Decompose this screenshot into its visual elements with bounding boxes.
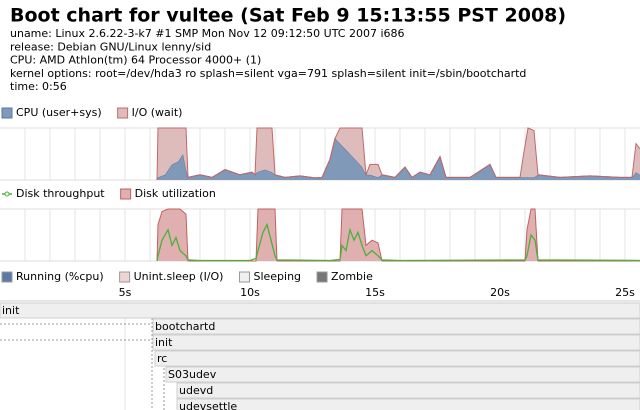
- time-tick-label: 25s: [615, 286, 635, 299]
- title: Boot chart for vultee (Sat Feb 9 15:13:5…: [10, 5, 566, 27]
- legend-swatch: [238, 271, 250, 283]
- process-bar: [176, 382, 640, 399]
- info-line: CPU: AMD Athlon(tm) 64 Processor 4000+ (…: [10, 54, 261, 67]
- process-bar: [152, 318, 640, 335]
- info-line: kernel options: root=/dev/hda3 ro splash…: [10, 67, 526, 80]
- legend-dot: [4, 191, 10, 197]
- process-label: init: [2, 304, 20, 317]
- legend-label: Disk utilization: [135, 187, 216, 200]
- process-bar: [176, 398, 640, 410]
- area-edge: [156, 127, 640, 181]
- process-bar: [165, 366, 640, 383]
- process-label: S03udev: [168, 368, 217, 381]
- process-label: bootchartd: [155, 320, 215, 333]
- plot-area: [0, 128, 640, 180]
- time-tick-label: 20s: [490, 286, 510, 299]
- legend-swatch: [316, 271, 328, 283]
- legend-label: Zombie: [331, 270, 373, 283]
- plot-area: [0, 209, 640, 261]
- process-bar: [154, 350, 640, 367]
- process-bar: [152, 334, 640, 351]
- info-line: time: 0:56: [10, 80, 67, 93]
- legend-swatch: [117, 107, 129, 119]
- legend-swatch: [120, 188, 132, 200]
- process-bar: [0, 302, 640, 319]
- info-line: release: Debian GNU/Linux lenny/sid: [10, 40, 211, 53]
- legend-label: Sleeping: [253, 270, 301, 283]
- process-label: udevsettle: [179, 400, 237, 410]
- info-line: uname: Linux 2.6.22-3-k7 #1 SMP Mon Nov …: [10, 27, 405, 40]
- legend-label: I/O (wait): [132, 106, 183, 119]
- process-label: rc: [157, 352, 167, 365]
- legend-swatch: [1, 107, 13, 119]
- legend-swatch: [1, 271, 13, 283]
- time-tick-label: 5s: [119, 286, 132, 299]
- line: [156, 222, 640, 262]
- legend-swatch: [119, 271, 131, 283]
- process-label: init: [155, 336, 173, 349]
- time-tick-label: 10s: [240, 286, 260, 299]
- time-tick-label: 15s: [365, 286, 385, 299]
- process-label: udevd: [179, 384, 213, 397]
- legend-label: CPU (user+sys): [16, 106, 102, 119]
- legend-label: Unint.sleep (I/O): [134, 270, 224, 283]
- legend-label: Disk throughput: [16, 187, 105, 200]
- legend-label: Running (%cpu): [16, 270, 104, 283]
